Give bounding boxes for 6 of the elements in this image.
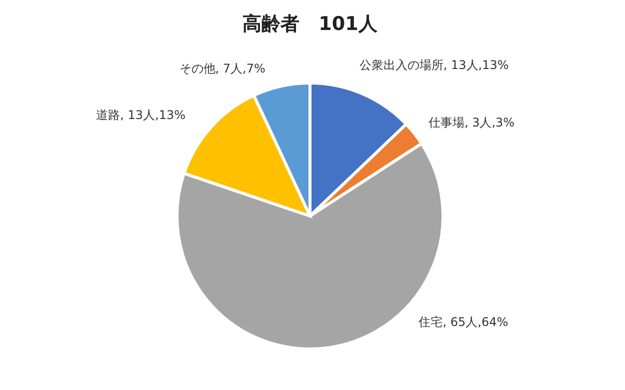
- slice-label: 住宅, 65人,64%: [418, 314, 508, 329]
- slice-label: その他, 7人,7%: [179, 62, 266, 76]
- slice-label: 仕事場, 3人,3%: [427, 115, 515, 130]
- slice-label: 道路, 13人,13%: [96, 108, 186, 122]
- chart-title: 高齢者 101人: [242, 13, 378, 35]
- slice-label: 公衆出入の場所, 13人,13%: [359, 58, 509, 72]
